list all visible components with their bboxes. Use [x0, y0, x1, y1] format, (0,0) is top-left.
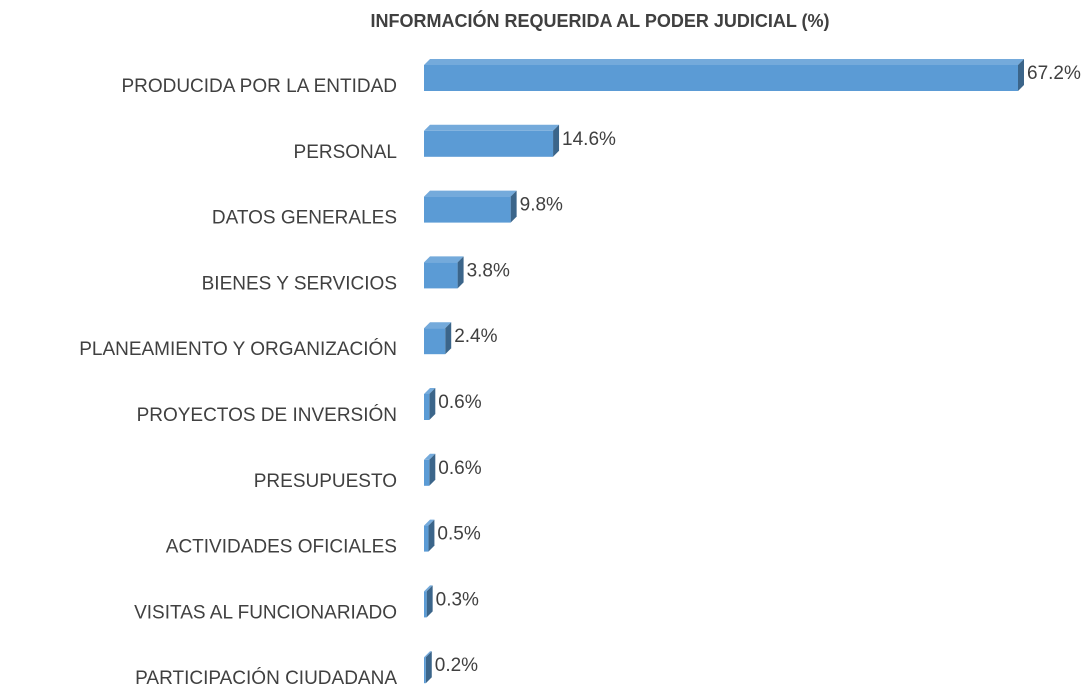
bar-side: [426, 585, 433, 618]
data-label: 14.6%: [562, 129, 616, 150]
bar-side: [457, 256, 464, 289]
y-tick-label: DATOS GENERALES: [212, 208, 397, 229]
bar-top: [424, 124, 560, 131]
y-tick-label: PRODUCIDA POR LA ENTIDAD: [121, 76, 397, 97]
bar-side: [429, 453, 436, 486]
bar-top: [424, 585, 433, 592]
bar-top: [424, 651, 432, 658]
data-label: 67.2%: [1027, 63, 1081, 84]
data-label: 0.2%: [435, 655, 478, 676]
y-tick-label: PERSONAL: [294, 142, 397, 163]
bar-side: [429, 388, 436, 420]
y-tick-label: PRESUPUESTO: [254, 471, 397, 492]
data-label: 0.5%: [437, 524, 480, 545]
bar-top: [424, 256, 464, 263]
bar-top: [424, 59, 1024, 65]
y-tick-label: PARTICIPACIÓN CIUDADANA: [135, 667, 397, 688]
bar: [424, 130, 554, 157]
bar: [424, 262, 458, 289]
y-tick-label: VISITAS AL FUNCIONARIADO: [134, 602, 397, 623]
y-tick-label: ACTIVIDADES OFICIALES: [166, 537, 397, 558]
data-label: 3.8%: [467, 260, 510, 281]
bar: [424, 657, 426, 684]
bar: [424, 196, 511, 223]
bar: [424, 525, 429, 552]
bar-side: [425, 651, 432, 684]
bar-top: [424, 388, 436, 394]
data-label: 2.4%: [454, 326, 497, 347]
bar: [424, 591, 427, 618]
bar: [424, 65, 1018, 91]
data-label: 0.3%: [436, 589, 479, 610]
bar: [424, 394, 430, 420]
data-label: 9.8%: [520, 195, 563, 216]
bar-side: [428, 519, 435, 552]
bar-side: [445, 322, 452, 355]
y-tick-label: PROYECTOS DE INVERSIÓN: [137, 404, 397, 426]
data-label: 0.6%: [438, 392, 481, 413]
chart-title: INFORMACIÓN REQUERIDA AL PODER JUDICIAL …: [370, 10, 829, 31]
bar: [424, 328, 446, 355]
bar-side: [553, 124, 560, 157]
bar-top: [424, 190, 517, 197]
y-tick-label: PLANEAMIENTO Y ORGANIZACIÓN: [79, 338, 397, 360]
bar-top: [424, 519, 435, 526]
bar-top: [424, 453, 436, 460]
bar-side: [1018, 59, 1024, 91]
data-label: 0.6%: [438, 458, 481, 479]
y-tick-label: BIENES Y SERVICIOS: [202, 273, 397, 294]
bar-side: [510, 190, 517, 223]
bar: [424, 459, 430, 486]
bar-top: [424, 322, 452, 329]
